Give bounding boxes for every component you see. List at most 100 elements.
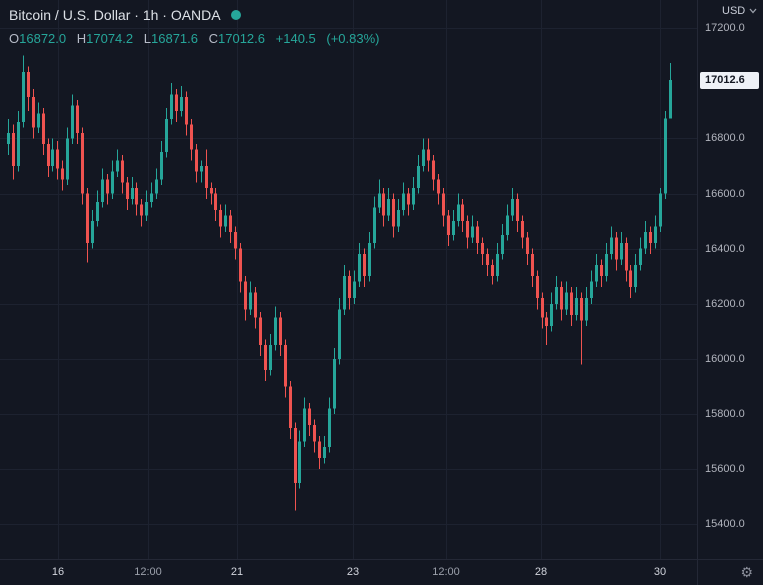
price-tick-label: 15400.0 xyxy=(705,518,745,531)
last-price-label: 17012.6 xyxy=(700,71,759,89)
candle-body xyxy=(625,243,628,271)
candle-body xyxy=(368,243,371,277)
high-value: 17074.2 xyxy=(86,31,134,46)
high-label: H xyxy=(76,31,87,46)
symbol-title[interactable]: Bitcoin / U.S. Dollar · 1h · OANDA xyxy=(9,7,221,23)
candle-body xyxy=(116,160,119,172)
candle-body xyxy=(491,265,494,277)
candle-body xyxy=(249,292,252,310)
candle-body xyxy=(531,254,534,277)
candle-body xyxy=(669,79,672,119)
candle-body xyxy=(570,292,573,315)
candle-body xyxy=(471,226,474,238)
time-tick-label: 21 xyxy=(230,566,244,578)
candle-body xyxy=(639,248,642,266)
candle-body xyxy=(200,165,203,172)
candle-body xyxy=(358,254,361,282)
candle-body xyxy=(610,237,613,255)
candle-body xyxy=(481,243,484,255)
candle-body xyxy=(274,317,277,346)
axis-corner: ⚙ xyxy=(697,559,763,585)
candle-body xyxy=(210,187,213,194)
currency-selector[interactable]: USD xyxy=(722,5,757,17)
candle-body xyxy=(185,97,188,125)
candle-body xyxy=(565,292,568,310)
candle-body xyxy=(106,179,109,194)
candle-body xyxy=(71,105,74,139)
low-label: L xyxy=(143,31,151,46)
candle-body xyxy=(521,221,524,238)
time-tick-label: 23 xyxy=(346,566,360,578)
candle-body xyxy=(634,265,637,288)
candle-body xyxy=(145,201,148,216)
candle-body xyxy=(294,427,297,483)
candle-body xyxy=(229,215,232,233)
candle-body xyxy=(224,215,227,227)
candle-body xyxy=(12,132,15,166)
candle-body xyxy=(195,149,198,172)
candle-body xyxy=(457,204,460,222)
candle-body xyxy=(550,303,553,326)
candle-body xyxy=(511,199,514,216)
candle-body xyxy=(397,210,400,227)
candle-body xyxy=(126,182,129,200)
candle-body xyxy=(269,345,272,370)
candle-body xyxy=(96,201,99,222)
price-tick-label: 16800.0 xyxy=(705,132,745,145)
candle-body xyxy=(313,425,316,442)
candle-body xyxy=(303,408,306,442)
candle-body xyxy=(140,204,143,216)
candle-body xyxy=(427,149,430,161)
candle-body xyxy=(61,168,64,180)
candle-body xyxy=(298,441,301,483)
candle-body xyxy=(585,298,588,321)
candle-body xyxy=(363,254,366,277)
candle-body xyxy=(155,179,158,194)
price-tick-label: 15600.0 xyxy=(705,463,745,476)
candle-body xyxy=(91,221,94,244)
candle-body xyxy=(180,97,183,111)
candle-body xyxy=(323,447,326,459)
candle-body xyxy=(447,215,450,235)
open-value: 16872.0 xyxy=(19,31,67,46)
chevron-down-icon xyxy=(749,8,757,14)
candle-body xyxy=(86,193,89,244)
candle-body xyxy=(629,270,632,288)
close-value: 17012.6 xyxy=(218,31,266,46)
candle-body xyxy=(254,292,257,318)
price-tick-label: 16600.0 xyxy=(705,187,745,200)
time-axis[interactable]: 16 12:00 21 23 12:00 28 30 xyxy=(0,559,697,585)
candle-body xyxy=(205,165,208,188)
candle-body xyxy=(66,138,69,180)
candle-body xyxy=(526,237,529,255)
candle-body xyxy=(437,179,440,194)
candle-body xyxy=(516,199,519,222)
candle-body xyxy=(452,221,455,235)
candle-body xyxy=(402,193,405,211)
price-axis[interactable]: USD 17200.0 16800.0 16600.0 16400.0 16200.0 1… xyxy=(697,0,763,559)
ohlc-readout: O16872.0 H17074.2 L16871.6 C17012.6 +140… xyxy=(9,31,387,46)
candle-body xyxy=(560,287,563,310)
candle-body xyxy=(407,193,410,205)
candle-body xyxy=(22,72,25,122)
candle-body xyxy=(165,119,168,153)
candlestick-chart-area[interactable] xyxy=(0,0,697,559)
candle-body xyxy=(496,254,499,277)
candle-body xyxy=(259,317,262,346)
candle-body xyxy=(333,358,336,409)
market-status-icon[interactable] xyxy=(230,10,241,20)
candle-body xyxy=(575,298,578,315)
candle-body xyxy=(318,441,321,459)
candle-body xyxy=(506,215,509,235)
candle-body xyxy=(664,118,667,194)
candle-body xyxy=(615,237,618,260)
candle-body xyxy=(654,226,657,244)
candle-body xyxy=(81,132,84,194)
settings-gear-icon[interactable]: ⚙ xyxy=(740,564,753,580)
price-tick-label: 16400.0 xyxy=(705,242,745,255)
candle-body xyxy=(289,386,292,428)
price-tick-label: 15800.0 xyxy=(705,408,745,420)
candle-body xyxy=(545,317,548,326)
candle-body xyxy=(111,171,114,194)
candle-body xyxy=(101,179,104,202)
